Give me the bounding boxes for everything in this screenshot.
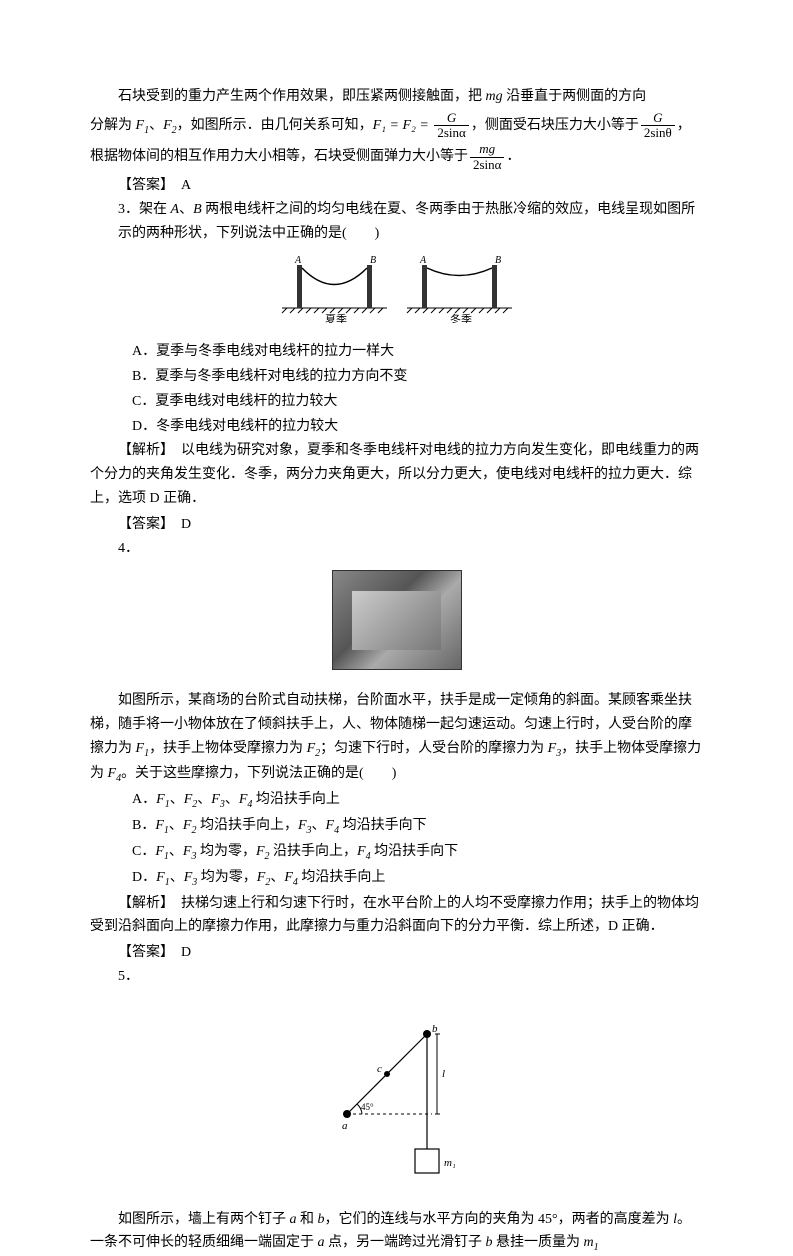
label-A: A	[294, 255, 302, 266]
label-b: b	[432, 1023, 438, 1035]
text: 悬挂一质量为	[493, 1235, 584, 1250]
q3-answer-row: 【答案】 D	[90, 513, 703, 537]
fraction-2: G2sinθ	[641, 111, 675, 141]
sym-B: B	[193, 202, 202, 217]
text: 石块受到的重力产生两个作用效果，即压紧两侧接触面，把	[118, 89, 486, 104]
label-l: l	[442, 1068, 445, 1080]
sep: 、	[149, 118, 163, 133]
q5-number-line: 5．	[90, 965, 703, 989]
q3-figure: A B 夏季 A B 冬季	[90, 253, 703, 332]
q3-analysis: 【解析】 以电线为研究对象，夏季和冬季电线杆对电线的拉力方向发生变化，即电线重力…	[90, 439, 703, 510]
sym-A: A	[171, 202, 180, 217]
q4-stem: 如图所示，某商场的台阶式自动扶梯，台阶面水平，扶手是成一定倾角的斜面。某顾客乘坐…	[90, 689, 703, 786]
text: ；匀速下行时，人受台阶的摩擦力为	[320, 741, 548, 756]
text: ，它们的连线与水平方向的夹角为 45°，两者的高度差为	[325, 1212, 674, 1227]
answer-value: D	[181, 945, 191, 960]
text: ，侧面受石块压力大小等于	[471, 118, 639, 133]
var-F3: F3	[548, 741, 562, 756]
analysis-label: 【解析】	[118, 443, 167, 458]
q4-number-line: 4．	[90, 537, 703, 561]
label-m1: m₁	[444, 1157, 456, 1169]
sym-b2: b	[486, 1235, 493, 1250]
answer-value: D	[181, 517, 191, 532]
analysis-label: 【解析】	[118, 896, 167, 911]
label-A2: A	[419, 255, 427, 266]
q5-stem: 如图所示，墙上有两个钉子 a 和 b，它们的连线与水平方向的夹角为 45°，两者…	[90, 1208, 703, 1256]
answer-label: 【答案】	[118, 517, 167, 532]
q5-number: 5．	[118, 969, 139, 984]
q4-analysis: 【解析】 扶梯匀速上行和匀速下行时，在水平台阶上的人均不受摩擦力作用；扶手上的物…	[90, 892, 703, 940]
analysis-text: 以电线为研究对象，夏季和冬季电线杆对电线的拉力方向发生变化，即电线重力的两个分力…	[90, 443, 699, 506]
text: 两根电线杆之间的均匀电线在夏、冬两季由于热胀冷缩的效应，电线呈现如图所示的两种形…	[118, 202, 695, 241]
nail-diagram-svg: 45° a b c l m₁	[307, 1004, 487, 1184]
sym-a2: a	[318, 1235, 325, 1250]
text: ．	[506, 149, 520, 164]
text: 架在	[139, 202, 171, 217]
eq: F₁ = F₂ =	[373, 118, 433, 133]
q3-option-b: B．夏季与冬季电线杆对电线的拉力方向不变	[90, 365, 703, 389]
var-mg: mg	[486, 89, 503, 104]
var-F4: F4	[108, 766, 122, 781]
var-F2: F2	[307, 741, 321, 756]
text: 和	[297, 1212, 318, 1227]
wire-diagram-svg: A B 夏季 A B 冬季	[267, 253, 527, 323]
answer-label: 【答案】	[118, 945, 167, 960]
text: ，如图所示．由几何关系可知，	[177, 118, 373, 133]
text: ，	[677, 118, 691, 133]
q3-number: 3．	[118, 202, 139, 217]
label-summer: 夏季	[325, 313, 347, 323]
fraction-3: mg2sinα	[470, 142, 504, 172]
text: 沿垂直于两侧面的方向	[503, 89, 647, 104]
sym-b: b	[318, 1212, 325, 1227]
q2-analysis-line2: 分解为 F1、F2，如图所示．由几何关系可知，F₁ = F₂ = G2sinα，…	[90, 111, 703, 141]
angle-label: 45°	[361, 1102, 374, 1112]
q2-answer-row: 【答案】 A	[90, 174, 703, 198]
sym-m1: m1	[584, 1235, 599, 1250]
q4-option-a: A．F1、F2、F3、F4 均沿扶手向上	[90, 788, 703, 813]
q4-option-d: D．F1、F3 均为零，F2、F4 均沿扶手向上	[90, 866, 703, 891]
q3-option-a: A．夏季与冬季电线对电线杆的拉力一样大	[90, 340, 703, 364]
analysis-text: 扶梯匀速上行和匀速下行时，在水平台阶上的人均不受摩擦力作用；扶手上的物体均受到沿…	[90, 896, 699, 935]
answer-label: 【答案】	[118, 178, 167, 193]
q4-option-b: B．F1、F2 均沿扶手向上，F3、F4 均沿扶手向下	[90, 814, 703, 839]
label-winter: 冬季	[450, 312, 472, 323]
q3-option-d: D．冬季电线对电线杆的拉力较大	[90, 415, 703, 439]
label-B2: B	[495, 255, 501, 266]
q4-number: 4．	[118, 541, 139, 556]
q3-option-c: C．夏季电线对电线杆的拉力较大	[90, 390, 703, 414]
text: 分解为	[90, 118, 136, 133]
var-F1: F1	[136, 118, 150, 133]
text: 根据物体间的相互作用力大小相等，石块受侧面弹力大小等于	[90, 149, 468, 164]
text: ，扶手上物体受摩擦力为	[149, 741, 307, 756]
text: 。关于这些摩擦力，下列说法正确的是( )	[121, 766, 396, 781]
q3-stem: 3．架在 A、B 两根电线杆之间的均匀电线在夏、冬两季由于热胀冷缩的效应，电线呈…	[90, 198, 703, 246]
escalator-image	[332, 570, 462, 670]
var-F2: F2	[163, 118, 177, 133]
answer-value: A	[181, 178, 191, 193]
label-B: B	[370, 255, 376, 266]
q2-analysis-line3: 根据物体间的相互作用力大小相等，石块受侧面弹力大小等于mg2sinα．	[90, 142, 703, 172]
text: 、	[179, 202, 193, 217]
fraction-1: G2sinα	[434, 111, 468, 141]
q2-analysis-line1: 石块受到的重力产生两个作用效果，即压紧两侧接触面，把 mg 沿垂直于两侧面的方向	[90, 85, 703, 109]
text: 点，另一端跨过光滑钉子	[325, 1235, 486, 1250]
text: 如图所示，墙上有两个钉子	[118, 1212, 290, 1227]
sym-a: a	[290, 1212, 297, 1227]
q4-answer-row: 【答案】 D	[90, 941, 703, 965]
q4-option-c: C．F1、F3 均为零，F2 沿扶手向上，F4 均沿扶手向下	[90, 840, 703, 865]
q4-figure	[90, 570, 703, 679]
var-F1: F1	[136, 741, 150, 756]
label-c: c	[377, 1063, 382, 1075]
q5-figure: 45° a b c l m₁	[90, 1004, 703, 1193]
